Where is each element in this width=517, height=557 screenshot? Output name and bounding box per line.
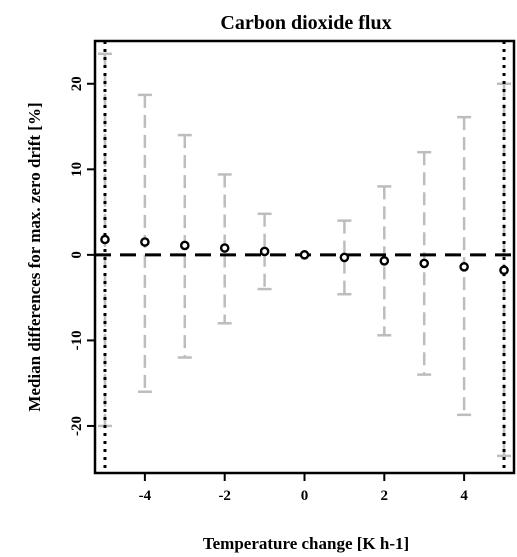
x-tick-label: -2: [218, 488, 231, 504]
x-axis-label: Temperature change [K h-1]: [203, 534, 409, 553]
data-point: [379, 256, 390, 266]
y-axis-label: Median differences for max. zero drift […: [25, 102, 44, 411]
x-tick-label: 4: [460, 488, 468, 504]
data-point: [459, 262, 469, 272]
y-tick-label: 0: [69, 251, 85, 259]
data-point: [259, 246, 270, 257]
y-tick-label: -10: [69, 330, 85, 350]
data-point: [100, 234, 110, 245]
chart-title: Carbon dioxide flux: [220, 12, 391, 34]
data-point: [179, 240, 190, 251]
plot-area: [95, 41, 514, 473]
y-tick-label: 10: [69, 162, 85, 177]
data-point: [219, 243, 230, 253]
y-tick-label: -20: [69, 416, 85, 436]
data-point: [140, 237, 150, 247]
data-point: [419, 258, 430, 269]
data-point: [499, 265, 509, 276]
data-point: [299, 250, 310, 260]
x-tick-label: -4: [139, 488, 152, 504]
x-tick-label: 0: [301, 488, 309, 504]
data-point: [339, 252, 350, 263]
y-tick-label: 20: [69, 76, 85, 91]
x-tick-label: 2: [381, 488, 389, 504]
